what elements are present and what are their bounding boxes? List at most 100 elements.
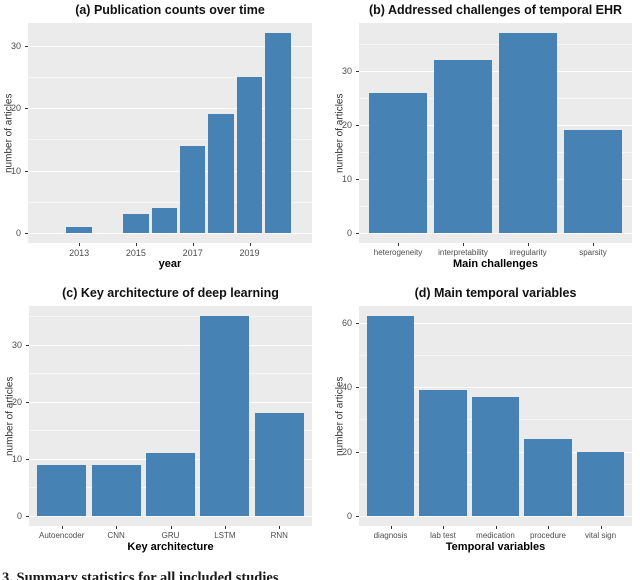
- x-tick-mark: [249, 243, 251, 246]
- y-tick-mark: [356, 70, 359, 72]
- y-tick-label: 30: [11, 339, 22, 350]
- bar-irregularity: [498, 33, 558, 233]
- bar-vital-sign: [576, 451, 625, 516]
- x-tick-label: 2017: [182, 248, 203, 258]
- bar-lstm: [200, 316, 250, 516]
- x-tick-label: lab test: [430, 531, 456, 540]
- y-tick-label: 30: [341, 65, 352, 76]
- major-gridline: [359, 70, 632, 72]
- plot-area: [359, 23, 632, 243]
- bar-2019: [236, 76, 263, 234]
- y-tick-label: 20: [341, 446, 352, 457]
- y-tick-label: 10: [11, 453, 22, 464]
- y-tick-mark: [26, 401, 29, 403]
- minor-gridline: [28, 201, 312, 203]
- bar-2013: [66, 226, 92, 234]
- y-tick-mark: [356, 451, 359, 453]
- x-tick-label: heterogeneity: [373, 248, 423, 257]
- bar-2017: [179, 145, 206, 233]
- y-tick-mark: [26, 516, 29, 517]
- y-tick-label: 10: [341, 173, 352, 184]
- bar-interpretability: [433, 60, 493, 233]
- bar-diagnosis: [366, 316, 415, 516]
- y-tick-mark: [25, 108, 28, 109]
- y-tick-label: 0: [346, 228, 352, 238]
- y-tick-label: 0: [16, 511, 22, 521]
- major-gridline: [359, 516, 632, 517]
- bar-2016: [151, 208, 178, 233]
- y-axis-title: number of articles: [334, 93, 346, 173]
- y-tick-label: 0: [346, 511, 352, 521]
- chart-title: (c) Key architecture of deep learning: [62, 286, 279, 300]
- y-axis-title: number of articles: [3, 93, 15, 173]
- x-tick-mark: [463, 243, 464, 246]
- y-tick-label: 20: [341, 119, 352, 130]
- minor-gridline: [359, 43, 632, 45]
- y-tick-mark: [25, 45, 28, 47]
- x-tick-mark: [224, 526, 226, 529]
- x-tick-mark: [390, 526, 392, 529]
- x-tick-label: 2019: [239, 248, 260, 258]
- minor-gridline: [29, 316, 312, 317]
- x-tick-mark: [398, 243, 399, 246]
- plot-area: [28, 23, 312, 243]
- x-tick-label: Autoencoder: [39, 531, 85, 540]
- bar-2018: [208, 114, 234, 234]
- bar-cnn: [91, 464, 141, 516]
- major-gridline: [29, 516, 312, 517]
- bar-rnn: [254, 413, 304, 516]
- y-tick-mark: [26, 344, 29, 346]
- x-tick-label: RNN: [270, 531, 288, 540]
- x-tick-mark: [495, 526, 497, 529]
- y-tick-mark: [25, 233, 28, 234]
- plot-area: [359, 306, 632, 526]
- minor-gridline: [29, 373, 312, 375]
- y-tick-label: 30: [10, 40, 21, 51]
- x-axis-title: Temporal variables: [445, 541, 546, 553]
- bar-2015: [123, 214, 149, 234]
- x-tick-mark: [79, 243, 81, 246]
- y-tick-mark: [25, 170, 28, 172]
- x-tick-label: sparsity: [579, 248, 607, 257]
- bar-medication: [471, 396, 520, 516]
- x-tick-label: GRU: [161, 531, 180, 540]
- x-tick-label: 2015: [125, 248, 146, 258]
- x-axis-title: year: [158, 258, 182, 270]
- major-gridline: [359, 124, 632, 126]
- major-gridline: [359, 387, 632, 388]
- y-tick-label: 60: [341, 317, 352, 328]
- major-gridline: [28, 108, 312, 109]
- x-tick-label: interpretability: [438, 248, 488, 257]
- bar-2020: [265, 33, 291, 233]
- x-tick-mark: [443, 526, 444, 529]
- y-tick-label: 20: [11, 396, 22, 407]
- panel-publication-counts: (a) Publication counts over time number …: [0, 0, 320, 283]
- y-tick-mark: [356, 387, 359, 388]
- major-gridline: [28, 45, 312, 47]
- panel-temporal-variables: (d) Main temporal variables number of ar…: [320, 283, 640, 566]
- chart-title: (d) Main temporal variables: [414, 286, 577, 300]
- x-tick-mark: [116, 526, 118, 529]
- minor-gridline: [359, 97, 632, 99]
- figure-caption-partial: 3. Summary statistics for all included s…: [2, 571, 279, 580]
- x-tick-label: LSTM: [214, 531, 236, 540]
- x-tick-mark: [170, 526, 172, 529]
- chart-title: (b) Addressed challenges of temporal EHR: [368, 3, 623, 17]
- y-axis-title: number of articles: [334, 376, 346, 456]
- x-tick-label: irregularity: [509, 248, 547, 257]
- x-tick-label: procedure: [529, 531, 567, 540]
- y-tick-label: 0: [15, 228, 21, 238]
- x-tick-mark: [61, 526, 63, 529]
- x-tick-mark: [593, 243, 594, 246]
- minor-gridline: [359, 206, 632, 207]
- x-axis-title: Key architecture: [127, 541, 214, 553]
- x-tick-label: 2013: [69, 248, 90, 258]
- minor-gridline: [28, 139, 312, 141]
- major-gridline: [359, 322, 632, 324]
- panel-addressed-challenges: (b) Addressed challenges of temporal EHR…: [320, 0, 640, 283]
- x-tick-mark: [600, 526, 602, 529]
- x-tick-mark: [135, 243, 137, 246]
- plot-area: [29, 306, 312, 526]
- x-tick-mark: [528, 243, 529, 246]
- y-tick-label: 20: [10, 103, 21, 113]
